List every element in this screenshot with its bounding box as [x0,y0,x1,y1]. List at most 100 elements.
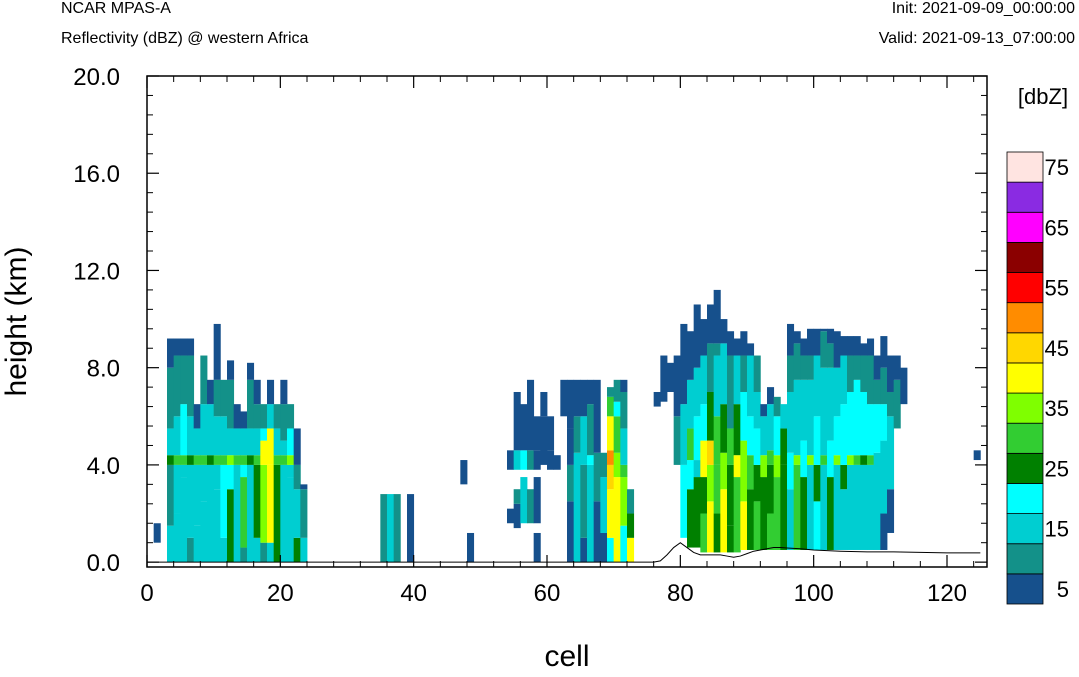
reflectivity-cell [387,494,395,563]
reflectivity-cell [180,477,188,563]
reflectivity-cell [513,450,521,470]
reflectivity-cell [393,494,401,563]
reflectivity-cell [700,404,708,441]
reflectivity-cell [580,416,588,465]
reflectivity-cell [847,355,855,392]
reflectivity-cell [167,338,175,368]
reflectivity-cell [553,455,561,470]
reflectivity-cell [733,455,741,478]
reflectivity-cell [220,455,228,465]
reflectivity-cell [287,464,295,478]
reflectivity-cell [707,304,715,344]
reflectivity-cell [560,379,568,417]
reflectivity-cell [247,455,255,465]
reflectivity-cell [627,489,635,514]
reflectivity-cell [167,464,175,526]
reflectivity-cell [873,379,881,405]
reflectivity-cell [707,343,715,392]
reflectivity-cell [853,464,861,550]
reflectivity-cell [247,428,255,456]
reflectivity-cell [287,404,295,429]
reflectivity-cell [240,428,248,456]
colorbar-swatch [1006,272,1044,304]
reflectivity-cell [700,440,708,478]
reflectivity-cell [567,428,575,465]
reflectivity-cell [253,455,261,465]
reflectivity-cells [153,289,981,563]
reflectivity-cell [260,464,268,543]
reflectivity-cell [187,464,195,538]
reflectivity-cell [293,428,301,465]
reflectivity-cell [720,404,728,453]
reflectivity-cell [707,440,715,465]
reflectivity-cell [247,464,255,563]
reflectivity-cell [800,477,808,550]
reflectivity-cell [820,464,828,550]
colorbar-title: [dbZ] [1018,84,1068,109]
reflectivity-cell [173,355,181,417]
reflectivity-cell [673,416,681,465]
reflectivity-cell [740,355,748,392]
chart-subtitle: Reflectivity (dBZ) @ western Africa [61,30,309,47]
reflectivity-cell [673,355,681,417]
reflectivity-cell [200,404,208,456]
reflectivity-cell [213,464,221,490]
reflectivity-cell [740,391,748,441]
reflectivity-cell [607,387,615,397]
reflectivity-cell [787,355,795,392]
reflectivity-cell [733,338,741,356]
reflectivity-cell [660,355,668,402]
reflectivity-cell [680,323,688,405]
reflectivity-cell [233,455,241,465]
reflectivity-cell [727,525,735,553]
reflectivity-cell [680,404,688,465]
reflectivity-cell [613,401,621,417]
reflectivity-cell [187,338,195,356]
reflectivity-cell [860,355,868,392]
y-axis-title: height (km) [0,246,33,396]
model-name: NCAR MPAS-A [61,0,171,17]
reflectivity-cell [713,343,721,356]
reflectivity-cell [887,416,895,490]
reflectivity-cell [687,331,695,380]
reflectivity-cell [627,513,635,538]
reflectivity-cell [227,428,235,456]
reflectivity-cell [507,450,515,470]
colorbar-swatch [1006,513,1044,545]
reflectivity-cell [293,537,301,563]
colorbar-swatch [1006,452,1044,484]
reflectivity-cell [533,532,541,563]
reflectivity-cell [533,416,541,451]
reflectivity-cell [180,464,188,478]
reflectivity-cell [540,391,548,417]
reflectivity-cell [220,464,228,538]
reflectivity-cell [680,464,688,538]
reflectivity-cell [740,331,748,356]
colorbar-label: 35 [1045,396,1069,421]
reflectivity-cell [800,355,808,380]
colorbar-label: 5 [1057,577,1069,602]
colorbar-swatch [1006,302,1044,334]
reflectivity-cell [693,460,701,478]
reflectivity-cell [380,494,388,563]
reflectivity-cell [173,464,181,514]
colorbar-swatch [1006,543,1044,575]
reflectivity-cell [687,428,695,461]
y-tick-label: 8.0 [87,356,120,383]
reflectivity-cell [827,477,835,550]
reflectivity-cell [207,404,215,456]
reflectivity-cell [853,355,861,380]
reflectivity-cell [593,452,601,502]
reflectivity-cell [593,501,601,563]
reflectivity-cell [727,355,735,429]
reflectivity-cell [240,455,248,465]
reflectivity-cell [867,404,875,456]
reflectivity-cell [607,464,615,490]
reflectivity-cell [600,477,608,533]
reflectivity-cell [760,477,768,550]
reflectivity-cell [167,525,175,563]
reflectivity-cell [220,379,228,417]
reflectivity-cell [887,391,895,417]
reflectivity-cell [233,404,241,429]
axis-ticks [146,75,987,567]
